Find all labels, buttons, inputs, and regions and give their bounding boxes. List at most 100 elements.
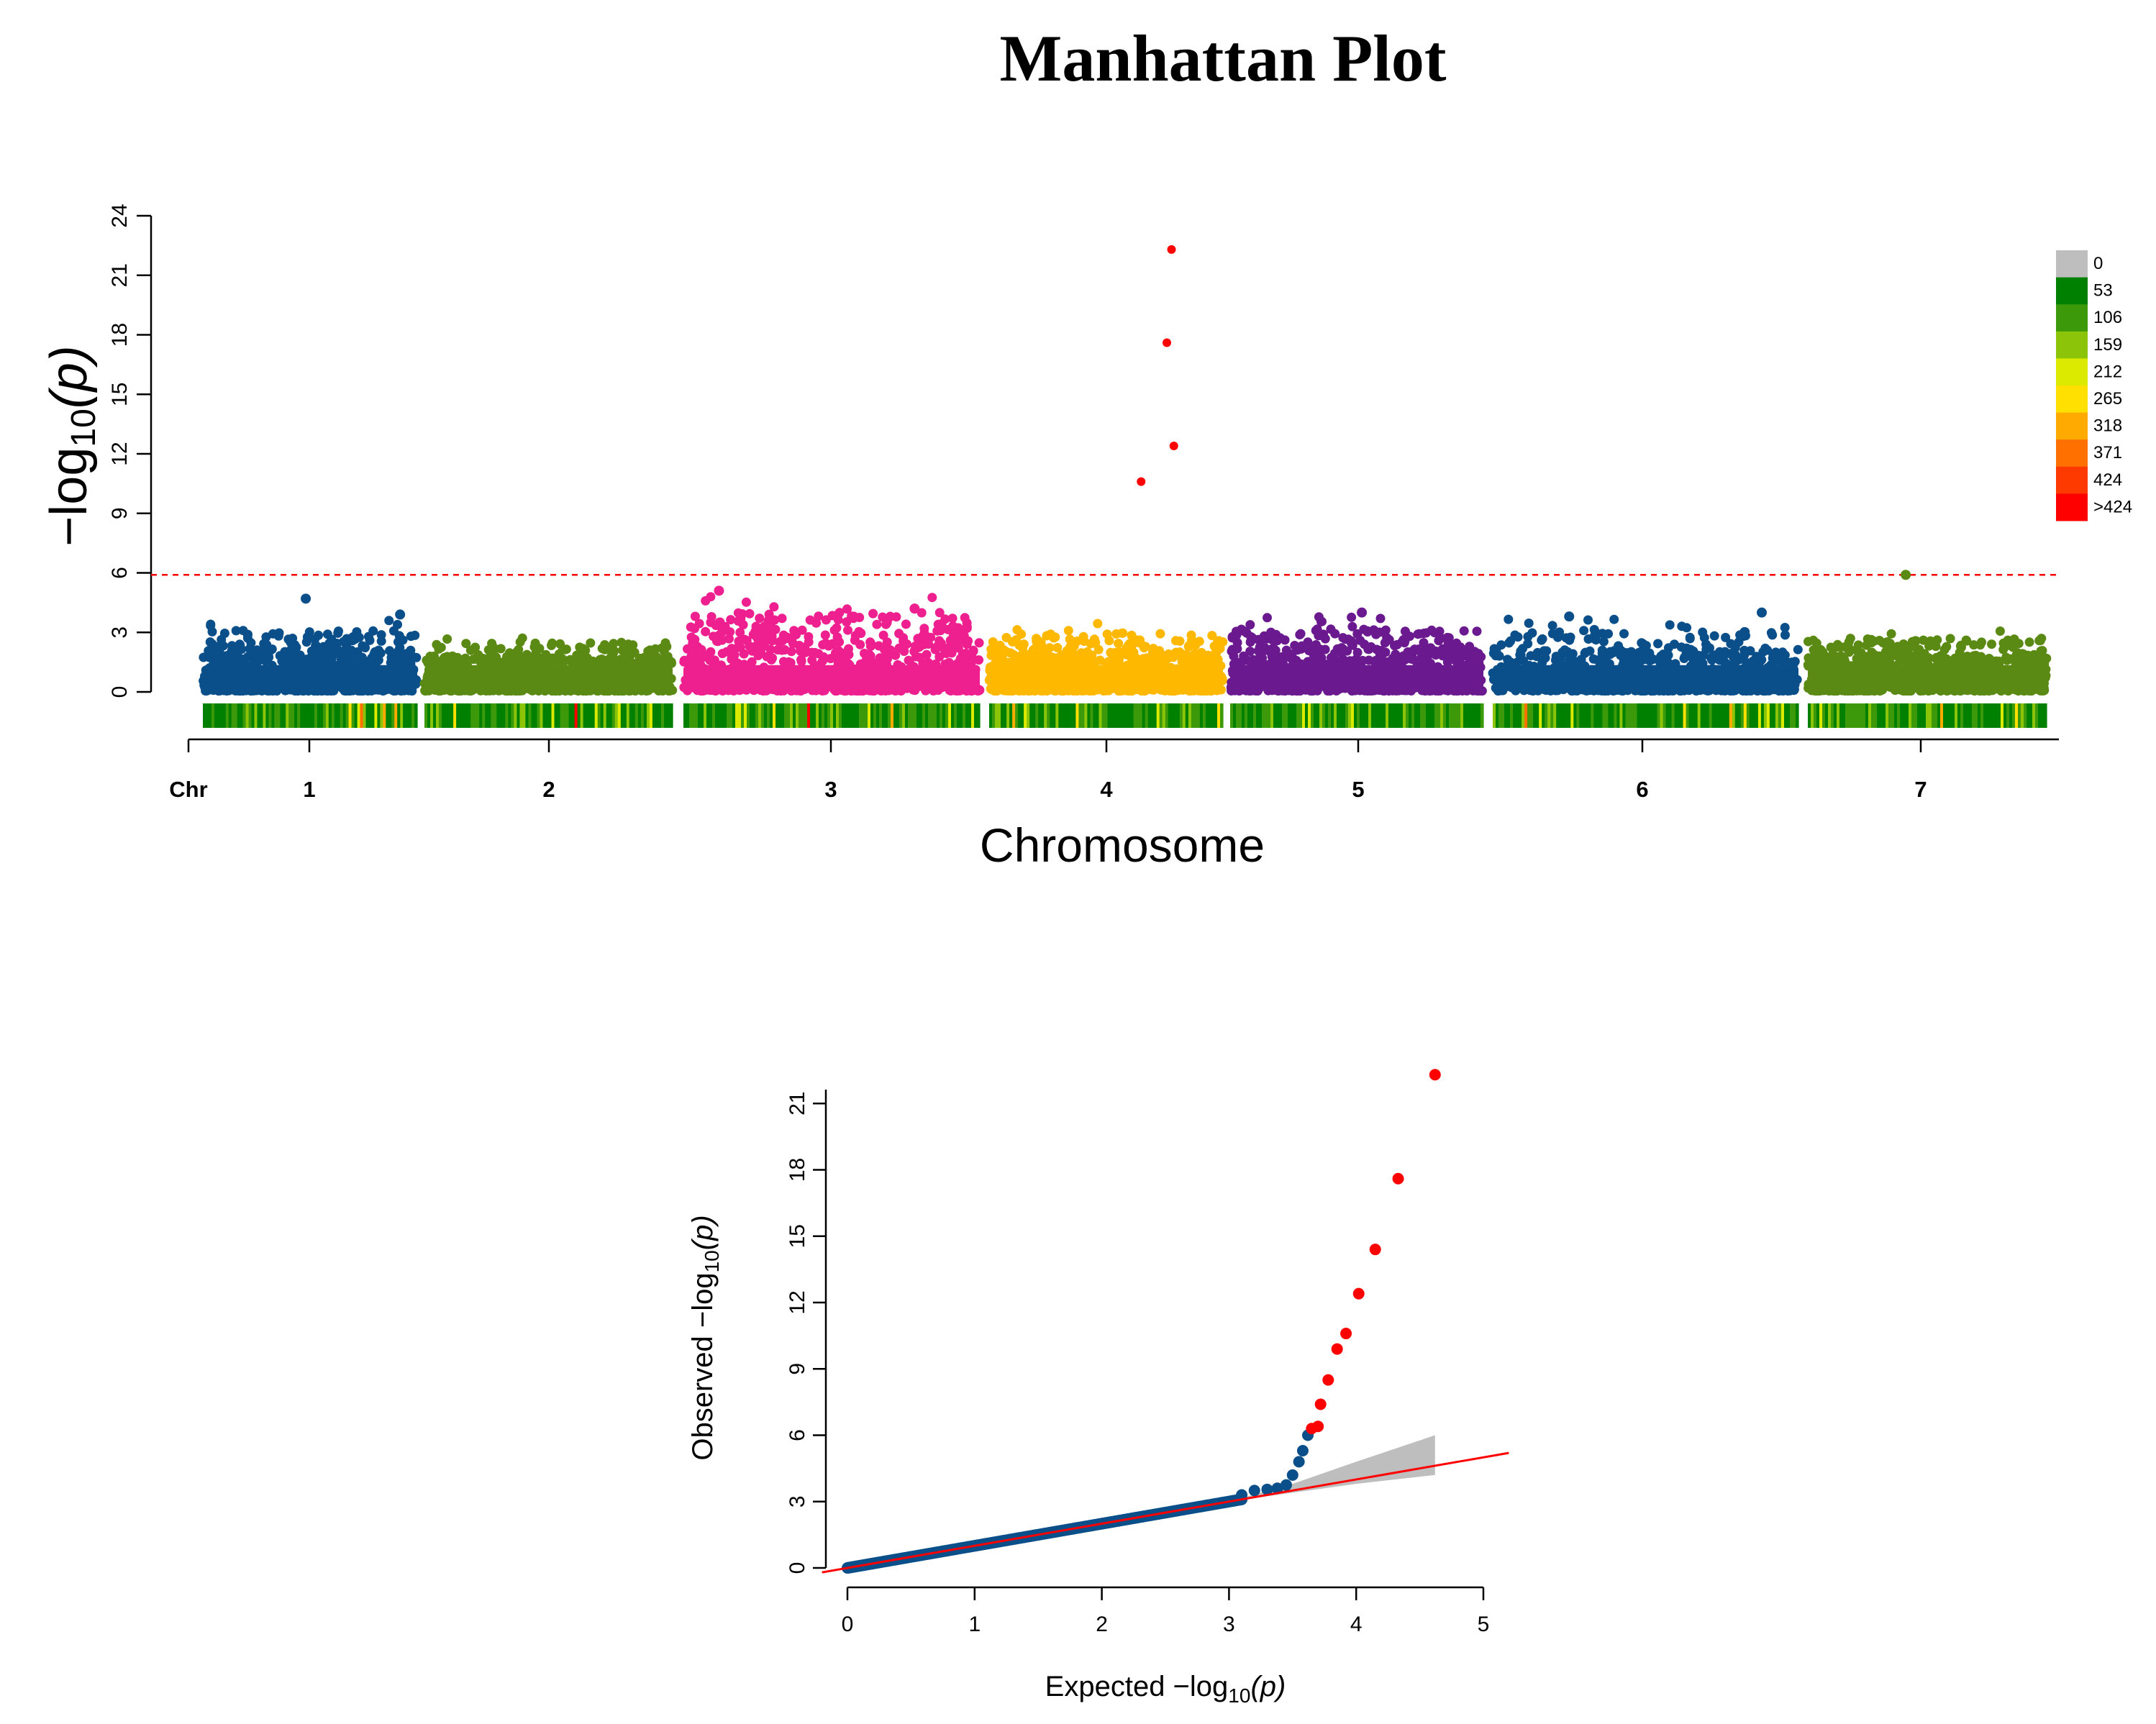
density-cell xyxy=(383,703,386,728)
density-cell xyxy=(899,703,903,728)
snp-point xyxy=(1423,649,1433,659)
snp-point xyxy=(1419,638,1429,648)
snp-point xyxy=(882,660,891,670)
density-cell xyxy=(1576,703,1580,728)
density-cell xyxy=(1130,703,1134,728)
density-cell xyxy=(374,703,378,728)
snp-point xyxy=(1444,633,1454,643)
density-cell xyxy=(1032,703,1036,728)
density-cell xyxy=(1909,703,1912,728)
density-cell xyxy=(430,703,434,728)
snp-point xyxy=(1589,624,1599,634)
density-cell xyxy=(1104,703,1109,728)
density-cell xyxy=(1504,703,1508,728)
density-cell xyxy=(842,703,845,728)
density-cell xyxy=(1449,703,1452,728)
snp-point xyxy=(1987,639,1996,649)
density-cell xyxy=(1605,703,1609,728)
density-cell xyxy=(1631,703,1635,728)
snp-point xyxy=(759,621,769,631)
density-cell xyxy=(537,703,541,728)
snp-point xyxy=(214,646,224,656)
density-cell xyxy=(574,703,578,728)
snp-point xyxy=(599,655,609,665)
snp-point xyxy=(922,649,932,660)
snp-point xyxy=(614,659,624,669)
density-cell xyxy=(1766,703,1770,728)
density-cell xyxy=(1582,703,1586,728)
density-cell xyxy=(1199,703,1204,728)
snp-point xyxy=(1540,653,1550,663)
density-cell xyxy=(1588,703,1591,728)
density-cell xyxy=(1834,703,1837,728)
snp-point xyxy=(237,654,247,664)
density-cell xyxy=(470,703,474,728)
density-cell xyxy=(586,703,590,728)
density-cell xyxy=(1507,703,1511,728)
density-cell xyxy=(300,703,304,728)
density-cell xyxy=(1688,703,1693,728)
snp-point xyxy=(215,659,225,669)
snp-point xyxy=(1459,626,1469,636)
density-cell xyxy=(1877,703,1880,728)
density-cell xyxy=(845,703,848,728)
density-cell xyxy=(1397,703,1401,728)
snp-point xyxy=(496,660,505,669)
density-cell xyxy=(891,703,894,728)
snp-point xyxy=(314,630,324,640)
snp-point xyxy=(1472,626,1482,637)
snp-point xyxy=(1728,660,1738,670)
density-cell xyxy=(534,703,537,728)
density-cell xyxy=(960,703,963,728)
density-cell xyxy=(1006,703,1010,728)
density-cell xyxy=(879,703,883,728)
snp-point xyxy=(437,658,447,668)
chromosome-2-points xyxy=(419,633,678,696)
density-cell xyxy=(1004,703,1007,728)
density-cell xyxy=(773,703,776,728)
snp-point xyxy=(725,627,735,637)
density-cell xyxy=(439,703,442,728)
density-cell xyxy=(1894,703,1898,728)
snp-point xyxy=(757,643,767,653)
density-cell xyxy=(1394,703,1398,728)
density-cell xyxy=(1530,703,1534,728)
density-cell xyxy=(1348,703,1352,728)
snp-point xyxy=(384,616,394,626)
density-cell xyxy=(661,703,665,728)
density-cell xyxy=(885,703,888,728)
density-cell xyxy=(761,703,765,728)
density-cell xyxy=(1116,703,1120,728)
density-cell xyxy=(1423,703,1427,728)
density-cell xyxy=(649,703,653,728)
density-cell xyxy=(311,703,315,728)
density-cell xyxy=(1208,703,1212,728)
snp-point xyxy=(962,618,972,628)
snp-point xyxy=(882,637,892,647)
density-cell xyxy=(1608,703,1611,728)
y-tick-label: 18 xyxy=(108,323,132,347)
density-cell xyxy=(998,703,1001,728)
y-tick-label: 0 xyxy=(108,686,132,698)
density-cell xyxy=(1469,703,1473,728)
snp-point xyxy=(1547,629,1557,639)
density-cell xyxy=(505,703,509,728)
density-cell xyxy=(548,703,552,728)
density-cell xyxy=(1414,703,1418,728)
density-cell xyxy=(380,703,383,728)
density-cell xyxy=(1205,703,1209,728)
density-cell xyxy=(1406,703,1409,728)
density-cell xyxy=(839,703,842,728)
density-cell xyxy=(1368,703,1372,728)
density-cell xyxy=(1642,703,1647,728)
snp-point xyxy=(932,626,942,636)
y-tick-label: 6 xyxy=(108,567,132,579)
snp-point xyxy=(324,638,335,648)
snp-point xyxy=(1311,626,1321,636)
density-cell xyxy=(804,703,808,728)
snp-point xyxy=(547,640,556,650)
snp-point xyxy=(1180,652,1190,662)
snp-point xyxy=(1364,644,1374,655)
density-cell xyxy=(514,703,517,728)
